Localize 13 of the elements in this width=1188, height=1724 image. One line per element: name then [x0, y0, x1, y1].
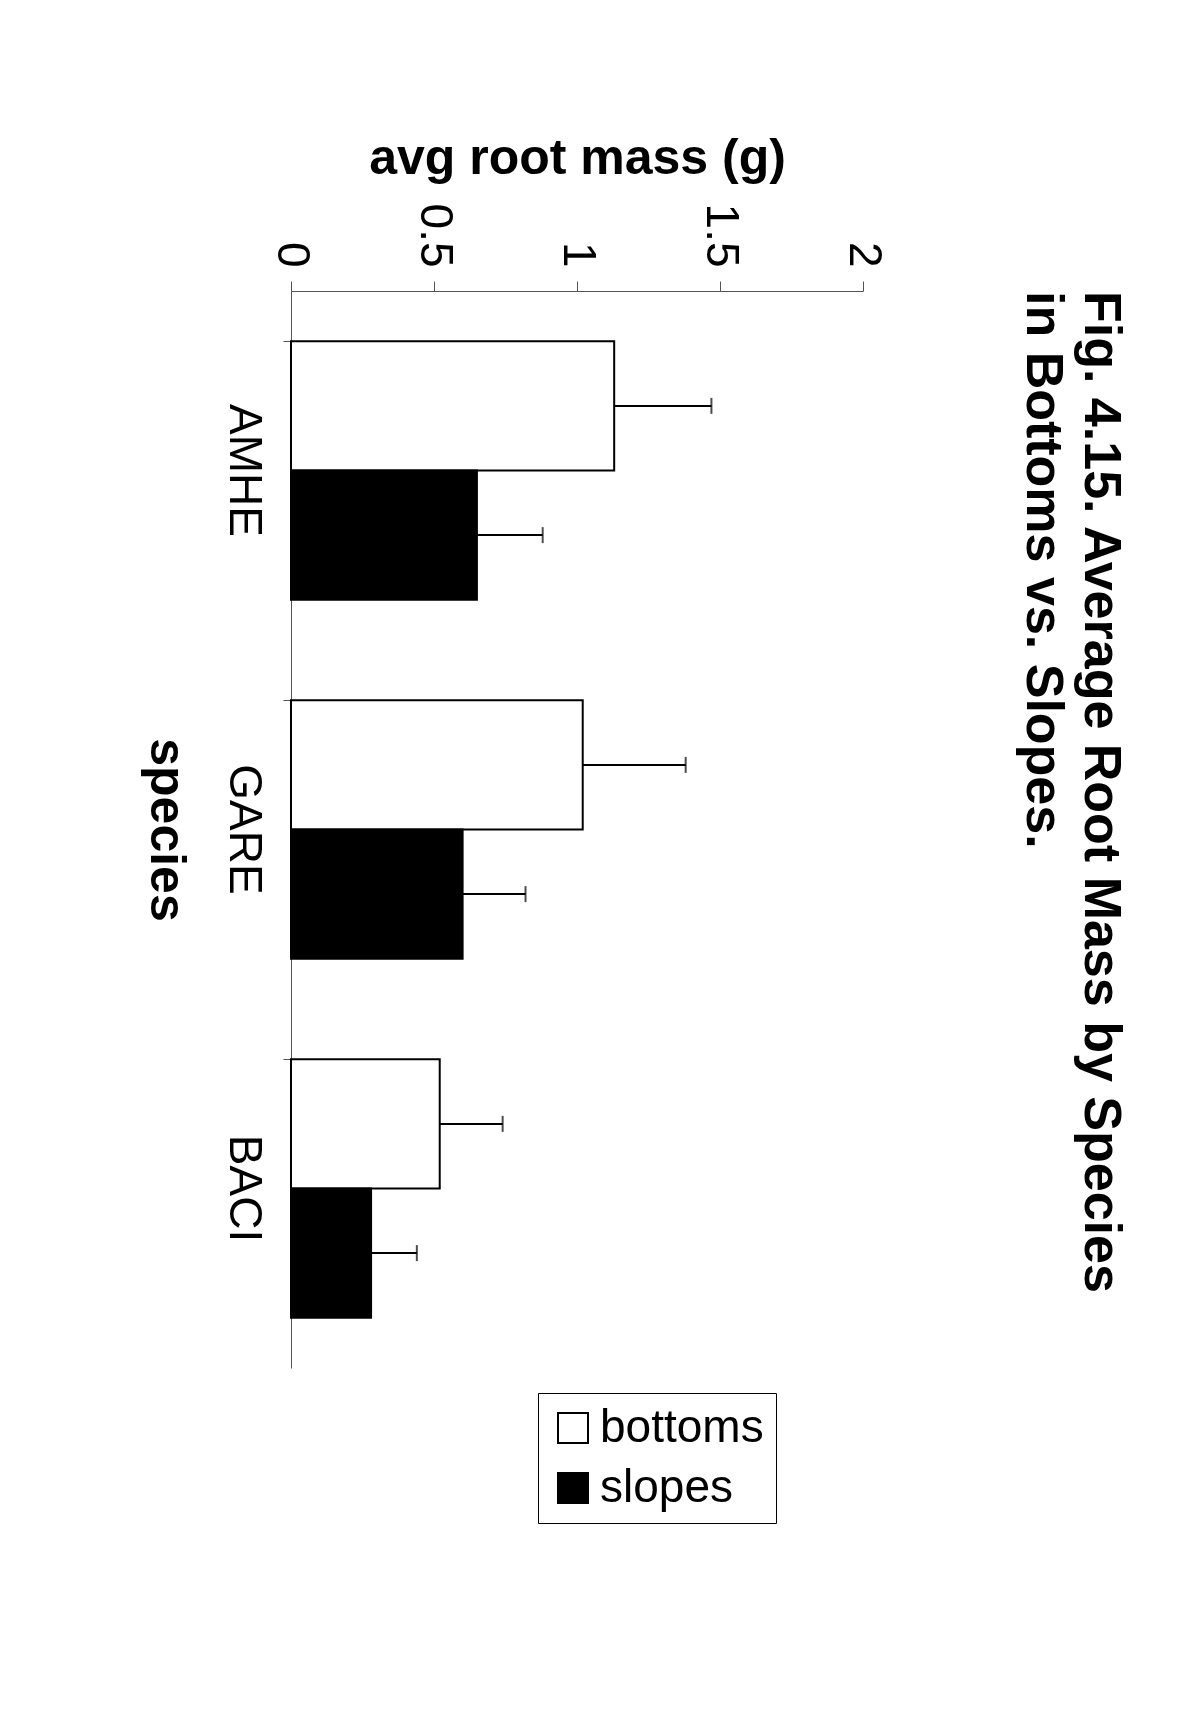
x-tick-label: 0.5	[410, 203, 463, 268]
legend-label: bottoms	[600, 1400, 764, 1452]
y-tick-label: BACI	[219, 1134, 272, 1243]
x-axis-title: avg root mass (g)	[369, 128, 786, 185]
legend-label: slopes	[600, 1460, 733, 1512]
y-axis-title: species	[139, 738, 196, 922]
x-tick-label: 1.5	[696, 203, 749, 268]
x-tick-label: 2	[839, 241, 892, 268]
y-tick-label: GARE	[219, 764, 272, 895]
x-tick-label: 0	[267, 241, 320, 268]
x-tick-label: 1	[553, 241, 606, 268]
text: Fig. 4.15. Average Root Mass by Species in Bottoms vs. Slopes.	[1016, 291, 1132, 1293]
y-tick-label: AMHE	[219, 404, 272, 537]
